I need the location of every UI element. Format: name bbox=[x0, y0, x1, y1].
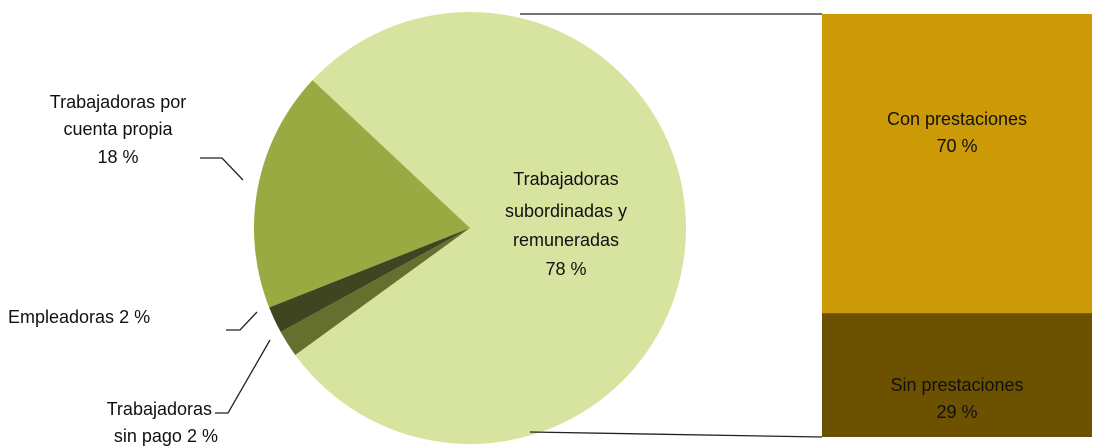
slice-label: Trabajadoras bbox=[513, 169, 618, 189]
bar-label: 29 % bbox=[936, 402, 977, 422]
leader-line bbox=[226, 311, 258, 331]
pie-slice bbox=[253, 80, 470, 308]
slice-label: subordinadas y bbox=[505, 201, 627, 221]
slice-label: 18 % bbox=[97, 147, 138, 167]
leader-line bbox=[215, 339, 271, 414]
bar-label: Con prestaciones bbox=[887, 109, 1027, 129]
bar-category-label: Sin prestaciones bbox=[890, 375, 1023, 395]
value-label: 2 % bbox=[119, 307, 150, 327]
category-label: Trabajadoras bbox=[107, 399, 212, 419]
category-label: Trabajadoras bbox=[513, 169, 618, 189]
bar bbox=[822, 14, 1092, 314]
category-label: sin pago bbox=[114, 426, 182, 446]
slice-label: Empleadoras 2 % bbox=[8, 307, 150, 327]
bar bbox=[822, 313, 1092, 437]
bar-value-label: 29 % bbox=[936, 402, 977, 422]
leader-line bbox=[200, 157, 244, 181]
pie-slice bbox=[295, 11, 686, 445]
slice-label: cuenta propia bbox=[63, 119, 173, 139]
slice-label: remuneradas bbox=[513, 230, 619, 250]
category-label: Trabajadoras por bbox=[50, 92, 186, 112]
slice-label: 78 % bbox=[545, 259, 586, 279]
connector-line bbox=[529, 431, 823, 438]
slice-label: Trabajadoras por bbox=[50, 92, 186, 112]
category-label: Empleadoras bbox=[8, 307, 114, 327]
bar-label: 70 % bbox=[936, 136, 977, 156]
value-label: 2 % bbox=[187, 426, 218, 446]
slice-label: sin pago 2 % bbox=[114, 426, 218, 446]
value-label: 18 % bbox=[97, 147, 138, 167]
bar-category-label: Con prestaciones bbox=[887, 109, 1027, 129]
category-label: remuneradas bbox=[513, 230, 619, 250]
bar-value-label: 70 % bbox=[936, 136, 977, 156]
value-label: 78 % bbox=[545, 259, 586, 279]
pie-slice bbox=[280, 228, 470, 355]
category-label: cuenta propia bbox=[63, 119, 173, 139]
pie-slice bbox=[269, 228, 470, 333]
slice-label: Trabajadoras bbox=[107, 399, 212, 419]
category-label: subordinadas y bbox=[505, 201, 627, 221]
bar-label: Sin prestaciones bbox=[890, 375, 1023, 395]
